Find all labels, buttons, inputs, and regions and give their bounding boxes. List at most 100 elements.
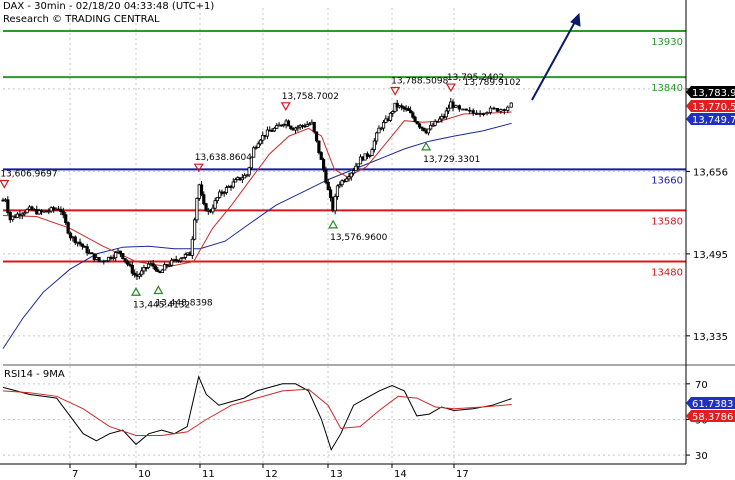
candle-body xyxy=(509,102,513,108)
candle-body xyxy=(142,267,146,272)
candle-body xyxy=(8,212,12,221)
candle-body xyxy=(408,110,413,114)
candle-body xyxy=(406,108,410,111)
candle-body xyxy=(97,257,101,262)
candle-body xyxy=(61,211,65,216)
candle-body xyxy=(429,125,433,130)
candle-body xyxy=(163,264,167,271)
peak-label: 13,795.2402 xyxy=(447,73,504,83)
peak-marker xyxy=(193,163,204,173)
x-tick-label: 12 xyxy=(265,469,278,480)
candle-body xyxy=(312,121,316,133)
candle-body xyxy=(156,269,160,272)
candle-body xyxy=(454,105,458,108)
candle-body xyxy=(314,131,319,142)
candle-body xyxy=(140,270,144,276)
candle-body xyxy=(218,191,222,198)
rsi-tag-label: 58.3786 xyxy=(692,412,733,423)
page-title: DAX - 30min - 02/18/20 04:33:48 (UTC+1) xyxy=(3,1,215,12)
candle-body xyxy=(289,125,293,129)
price-label: 13,789.9102 xyxy=(464,78,521,88)
candle-body xyxy=(90,252,94,255)
candle-body xyxy=(293,127,298,131)
candle-body xyxy=(121,253,125,259)
candle-body xyxy=(354,165,358,172)
rsi-tag-label: 61.7383 xyxy=(692,399,733,410)
candle-body xyxy=(446,107,451,112)
candle-body xyxy=(506,106,510,111)
support-level-label: 13580 xyxy=(651,216,683,227)
candle-body xyxy=(224,187,229,193)
candle-body xyxy=(47,210,51,213)
forecast-arrow-head xyxy=(570,12,581,27)
candle-body xyxy=(195,197,199,221)
rsi-y-tick-label: 30 xyxy=(695,451,708,462)
candle-body xyxy=(125,260,130,265)
candle-body xyxy=(381,122,386,129)
candle-body xyxy=(370,149,374,156)
candle-body xyxy=(388,112,393,121)
candle-body xyxy=(426,128,431,134)
resistance-level-label: 13930 xyxy=(651,37,683,48)
candle-body xyxy=(457,105,461,110)
price-tag-label: 13,783.9 xyxy=(692,88,735,99)
candle-body xyxy=(317,140,321,153)
y-tick-label: 13,335 xyxy=(693,332,728,343)
candle-body xyxy=(422,127,426,132)
candle-body xyxy=(444,110,448,118)
candle-body xyxy=(391,111,395,114)
rsi-y-tick-label: 70 xyxy=(695,380,708,391)
candle-body xyxy=(351,170,356,174)
candle-body xyxy=(258,139,263,145)
candle-body xyxy=(199,184,204,196)
candle-body xyxy=(240,177,244,181)
candle-body xyxy=(118,250,123,254)
candle-body xyxy=(365,153,370,157)
candle-body xyxy=(347,176,351,180)
candle-body xyxy=(411,112,415,118)
price-tag-label: 13,770.5 xyxy=(692,102,735,113)
candle-body xyxy=(78,241,82,245)
candle-body xyxy=(204,203,208,212)
candle-body xyxy=(272,127,277,132)
rsi-tag xyxy=(686,410,735,422)
peak-marker xyxy=(0,179,10,189)
candle-body xyxy=(245,174,249,177)
candle-body xyxy=(395,102,399,108)
candle-body xyxy=(478,113,482,116)
candle-body xyxy=(356,163,360,167)
resistance-level-label: 13840 xyxy=(651,83,683,94)
peak-marker xyxy=(280,102,291,112)
candle-body xyxy=(254,147,258,149)
candle-body xyxy=(190,238,194,256)
trough-marker xyxy=(153,285,164,295)
candle-body xyxy=(137,274,141,277)
candle-body xyxy=(215,196,219,202)
candle-body xyxy=(326,182,330,191)
candle-body xyxy=(340,180,344,186)
candle-body xyxy=(420,126,424,129)
candle-body xyxy=(431,124,435,127)
candle-body xyxy=(461,108,465,111)
candle-body xyxy=(375,132,379,142)
rsi-line xyxy=(2,375,512,451)
y-tick-label: 13,495 xyxy=(693,250,728,261)
candle-body xyxy=(213,200,217,209)
candle-body xyxy=(193,219,197,240)
candle-body xyxy=(6,199,10,213)
candle-body xyxy=(111,257,115,260)
candle-body xyxy=(256,143,260,148)
candle-body xyxy=(211,207,215,213)
candle-body xyxy=(114,252,118,259)
trough-marker xyxy=(421,141,432,151)
candle-body xyxy=(275,125,279,129)
candle-body xyxy=(413,116,417,123)
candle-body xyxy=(130,265,134,274)
candle-body xyxy=(400,105,404,108)
candle-body xyxy=(377,127,381,134)
candle-body xyxy=(282,124,286,126)
candle-body xyxy=(333,196,337,212)
candle-body xyxy=(25,208,29,214)
candle-body xyxy=(15,213,20,218)
candle-body xyxy=(488,107,493,113)
